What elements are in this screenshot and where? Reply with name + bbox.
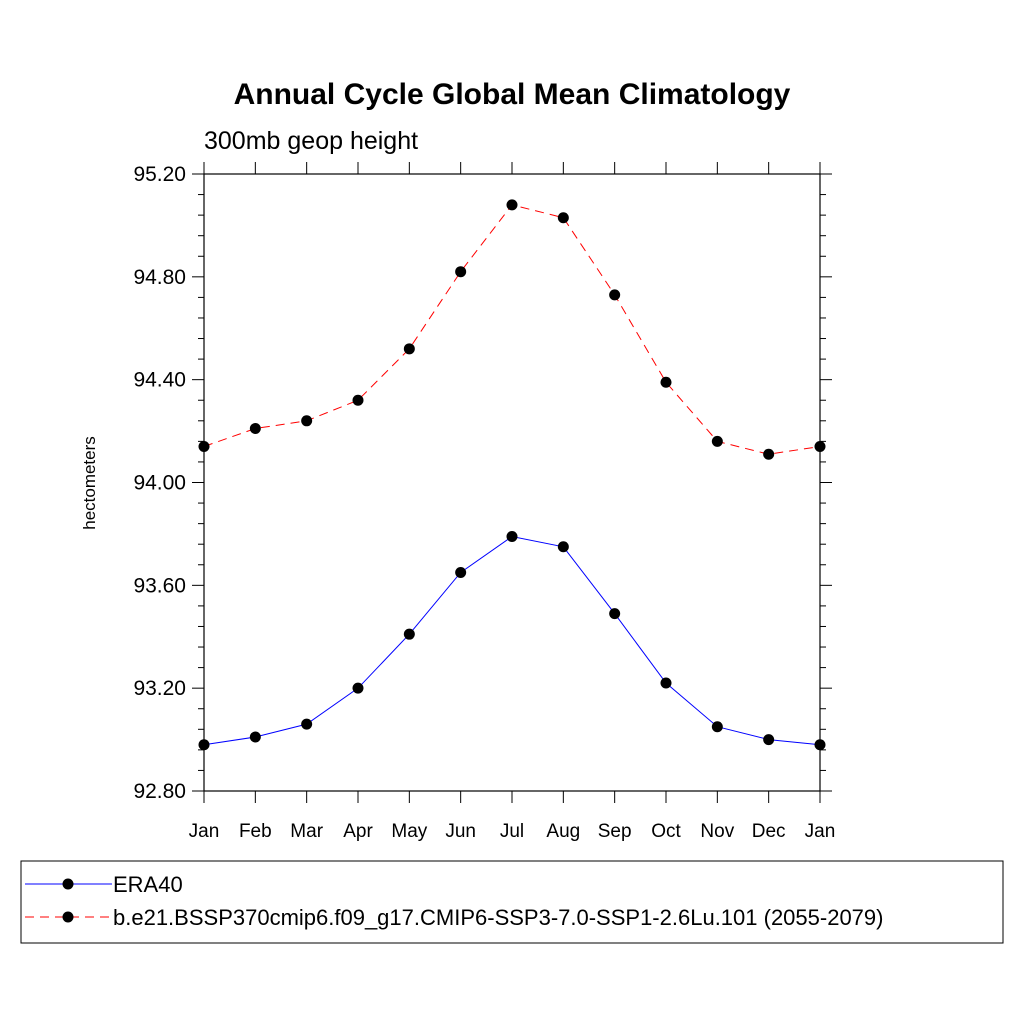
series-2 — [198, 199, 826, 460]
xtick-label: Jan — [805, 821, 836, 842]
xtick-label: Jan — [189, 821, 220, 842]
legend-marker — [62, 878, 74, 890]
legend-marker — [62, 911, 74, 923]
data-point — [301, 718, 313, 730]
data-point — [506, 530, 518, 542]
xtick-label: Sep — [598, 821, 632, 842]
data-point — [352, 682, 364, 694]
ytick-label: 92.80 — [133, 780, 186, 803]
y-axis-label: hectometers — [80, 436, 99, 530]
x-tick-labels: Jan Feb Mar Apr May Jun Jul Aug Sep Oct Nov Dec Jan — [189, 821, 836, 842]
data-point — [711, 721, 723, 733]
series-line — [203, 535, 821, 746]
legend: ERA40 b.e21.BSSP370cmip6.f09_g17.CMIP6-SS… — [20, 860, 1004, 944]
ytick-label: 94.40 — [133, 369, 186, 392]
plot-frame — [203, 173, 821, 792]
ytick-label: 94.00 — [133, 472, 186, 495]
xtick-label: Mar — [290, 821, 323, 842]
xtick-label: Dec — [752, 821, 786, 842]
ytick-label: 93.60 — [133, 574, 186, 597]
data-point — [609, 608, 621, 620]
data-point — [403, 628, 415, 640]
data-point — [249, 731, 261, 743]
data-point — [301, 415, 313, 427]
data-point — [557, 212, 569, 224]
data-point — [455, 266, 467, 278]
chart-subtitle: 300mb geop height — [204, 127, 418, 155]
series-1 — [198, 530, 826, 751]
series-line — [203, 204, 821, 455]
data-point — [557, 541, 569, 553]
data-point — [660, 677, 672, 689]
data-point — [249, 423, 261, 435]
legend-entry-1: ERA40 — [25, 872, 183, 897]
xtick-label: Aug — [546, 821, 580, 842]
xtick-label: Apr — [343, 821, 373, 842]
xtick-label: Jun — [445, 821, 476, 842]
data-point — [660, 376, 672, 388]
data-point — [763, 734, 775, 746]
ytick-label: 93.20 — [133, 677, 186, 700]
axis-ticks — [192, 162, 832, 803]
data-point — [711, 435, 723, 447]
data-point — [455, 566, 467, 578]
ytick-label: 94.80 — [133, 266, 186, 289]
data-point — [352, 394, 364, 406]
data-point — [403, 343, 415, 355]
xtick-label: Jul — [500, 821, 524, 842]
legend-entries: ERA40 b.e21.BSSP370cmip6.f09_g17.CMIP6-SS… — [25, 872, 883, 930]
xtick-label: Nov — [700, 821, 734, 842]
plot-series — [198, 199, 826, 751]
data-point — [763, 448, 775, 460]
y-tick-labels: 92.80 93.20 93.60 94.00 94.40 94.80 95.20 — [133, 163, 186, 803]
data-point — [506, 199, 518, 211]
legend-box — [20, 860, 1004, 944]
chart-title: Annual Cycle Global Mean Climatology — [234, 78, 791, 111]
legend-label: ERA40 — [113, 872, 183, 897]
xtick-label: May — [391, 821, 427, 842]
legend-entry-2: b.e21.BSSP370cmip6.f09_g17.CMIP6-SSP3-7.… — [25, 905, 883, 930]
data-point — [609, 289, 621, 301]
xtick-label: Feb — [239, 821, 272, 842]
xtick-label: Oct — [651, 821, 681, 842]
legend-label: b.e21.BSSP370cmip6.f09_g17.CMIP6-SSP3-7.… — [113, 905, 883, 930]
ytick-label: 95.20 — [133, 163, 186, 186]
